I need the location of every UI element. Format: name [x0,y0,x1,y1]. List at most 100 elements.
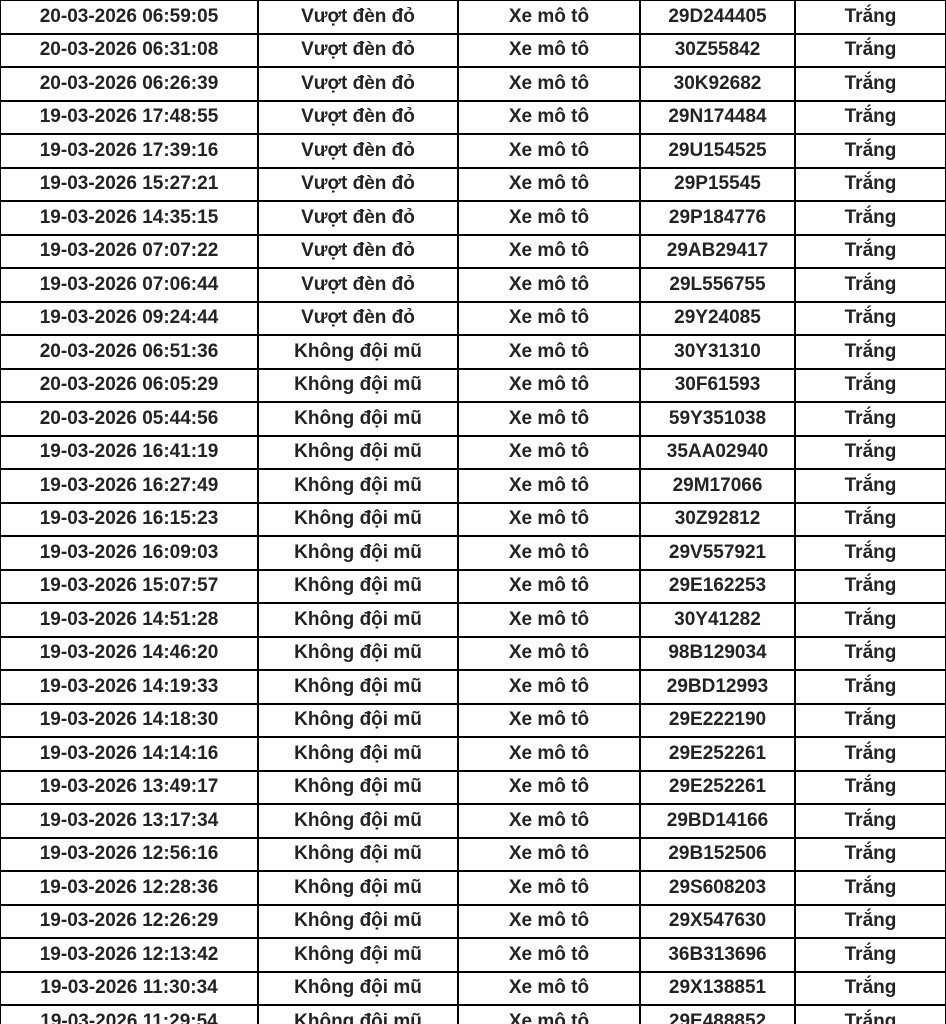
table-row: 19-03-2026 17:48:55 Vượt đèn đỏ Xe mô tô… [0,99,946,135]
table-row: 19-03-2026 14:14:16 Không đội mũ Xe mô t… [0,736,946,772]
vehicle-color-cell: Trắng [794,200,946,236]
license-plate-cell: 30Y41282 [639,602,796,638]
vehicle-color-cell: Trắng [794,937,946,973]
violation-type-cell: Vượt đèn đỏ [257,267,459,303]
vehicle-type-cell: Xe mô tô [457,870,641,906]
license-plate-cell: 29AB29417 [639,233,796,269]
table-row: 19-03-2026 11:30:34 Không đội mũ Xe mô t… [0,970,946,1006]
vehicle-type-cell: Xe mô tô [457,903,641,939]
vehicle-color-cell: Trắng [794,870,946,906]
table-row: 19-03-2026 12:26:29 Không đội mũ Xe mô t… [0,903,946,939]
license-plate-cell: 29P15545 [639,166,796,202]
license-plate-cell: 29D244405 [639,0,796,35]
vehicle-type-cell: Xe mô tô [457,32,641,68]
vehicle-color-cell: Trắng [794,367,946,403]
vehicle-color-cell: Trắng [794,334,946,370]
violation-time-cell: 19-03-2026 11:30:34 [0,970,259,1006]
vehicle-type-cell: Xe mô tô [457,568,641,604]
license-plate-cell: 29E162253 [639,568,796,604]
vehicle-color-cell: Trắng [794,133,946,169]
violation-type-cell: Không đội mũ [257,501,459,537]
violation-time-cell: 19-03-2026 14:46:20 [0,635,259,671]
violation-type-cell: Vượt đèn đỏ [257,166,459,202]
license-plate-cell: 59Y351038 [639,401,796,437]
vehicle-color-cell: Trắng [794,267,946,303]
license-plate-cell: 29L556755 [639,267,796,303]
vehicle-type-cell: Xe mô tô [457,267,641,303]
vehicle-color-cell: Trắng [794,535,946,571]
vehicle-color-cell: Trắng [794,66,946,102]
violation-time-cell: 19-03-2026 11:29:54 [0,1004,259,1024]
violation-time-cell: 19-03-2026 12:13:42 [0,937,259,973]
violation-time-cell: 19-03-2026 12:56:16 [0,836,259,872]
vehicle-type-cell: Xe mô tô [457,300,641,336]
license-plate-cell: 29S608203 [639,870,796,906]
violation-time-cell: 19-03-2026 16:09:03 [0,535,259,571]
violation-time-cell: 19-03-2026 14:19:33 [0,669,259,705]
violation-time-cell: 19-03-2026 14:18:30 [0,702,259,738]
vehicle-color-cell: Trắng [794,602,946,638]
license-plate-cell: 98B129034 [639,635,796,671]
vehicle-color-cell: Trắng [794,736,946,772]
license-plate-cell: 30Y31310 [639,334,796,370]
violation-time-cell: 20-03-2026 06:31:08 [0,32,259,68]
vehicle-type-cell: Xe mô tô [457,434,641,470]
vehicle-type-cell: Xe mô tô [457,602,641,638]
violation-type-cell: Không đội mũ [257,568,459,604]
violation-time-cell: 19-03-2026 07:06:44 [0,267,259,303]
violation-time-cell: 19-03-2026 13:49:17 [0,769,259,805]
vehicle-type-cell: Xe mô tô [457,937,641,973]
vehicle-type-cell: Xe mô tô [457,401,641,437]
violation-type-cell: Không đội mũ [257,468,459,504]
violation-type-cell: Không đội mũ [257,635,459,671]
violation-type-cell: Không đội mũ [257,769,459,805]
license-plate-cell: 29N174484 [639,99,796,135]
license-plate-cell: 30F61593 [639,367,796,403]
table-row: 19-03-2026 13:49:17 Không đội mũ Xe mô t… [0,769,946,805]
vehicle-color-cell: Trắng [794,669,946,705]
violation-type-cell: Không đội mũ [257,903,459,939]
table-row: 19-03-2026 16:27:49 Không đội mũ Xe mô t… [0,468,946,504]
table-row: 19-03-2026 16:41:19 Không đội mũ Xe mô t… [0,434,946,470]
violation-type-cell: Vượt đèn đỏ [257,99,459,135]
violation-time-cell: 19-03-2026 17:48:55 [0,99,259,135]
vehicle-type-cell: Xe mô tô [457,367,641,403]
vehicle-type-cell: Xe mô tô [457,836,641,872]
license-plate-cell: 29BD14166 [639,803,796,839]
license-plate-cell: 29U154525 [639,133,796,169]
license-plate-cell: 29B152506 [639,836,796,872]
violation-time-cell: 20-03-2026 06:26:39 [0,66,259,102]
license-plate-cell: 29E252261 [639,736,796,772]
violation-time-cell: 19-03-2026 15:07:57 [0,568,259,604]
violation-type-cell: Vượt đèn đỏ [257,66,459,102]
vehicle-type-cell: Xe mô tô [457,166,641,202]
violation-type-cell: Không đội mũ [257,669,459,705]
license-plate-cell: 36B313696 [639,937,796,973]
table-row: 20-03-2026 05:44:56 Không đội mũ Xe mô t… [0,401,946,437]
license-plate-cell: 29X138851 [639,970,796,1006]
table-row: 19-03-2026 09:24:44 Vượt đèn đỏ Xe mô tô… [0,300,946,336]
vehicle-color-cell: Trắng [794,401,946,437]
vehicle-type-cell: Xe mô tô [457,736,641,772]
violation-type-cell: Vượt đèn đỏ [257,233,459,269]
vehicle-color-cell: Trắng [794,1004,946,1024]
vehicle-type-cell: Xe mô tô [457,970,641,1006]
vehicle-color-cell: Trắng [794,32,946,68]
license-plate-cell: 30K92682 [639,66,796,102]
vehicle-type-cell: Xe mô tô [457,669,641,705]
license-plate-cell: 29V557921 [639,535,796,571]
vehicle-type-cell: Xe mô tô [457,66,641,102]
violation-type-cell: Không đội mũ [257,367,459,403]
table-row: 19-03-2026 14:35:15 Vượt đèn đỏ Xe mô tô… [0,200,946,236]
violation-time-cell: 20-03-2026 05:44:56 [0,401,259,437]
license-plate-cell: 29P184776 [639,200,796,236]
violation-time-cell: 19-03-2026 16:41:19 [0,434,259,470]
vehicle-color-cell: Trắng [794,501,946,537]
vehicle-type-cell: Xe mô tô [457,334,641,370]
violation-time-cell: 19-03-2026 14:51:28 [0,602,259,638]
vehicle-type-cell: Xe mô tô [457,501,641,537]
vehicle-type-cell: Xe mô tô [457,635,641,671]
violation-time-cell: 19-03-2026 17:39:16 [0,133,259,169]
violation-type-cell: Không đội mũ [257,434,459,470]
violation-type-cell: Vượt đèn đỏ [257,300,459,336]
